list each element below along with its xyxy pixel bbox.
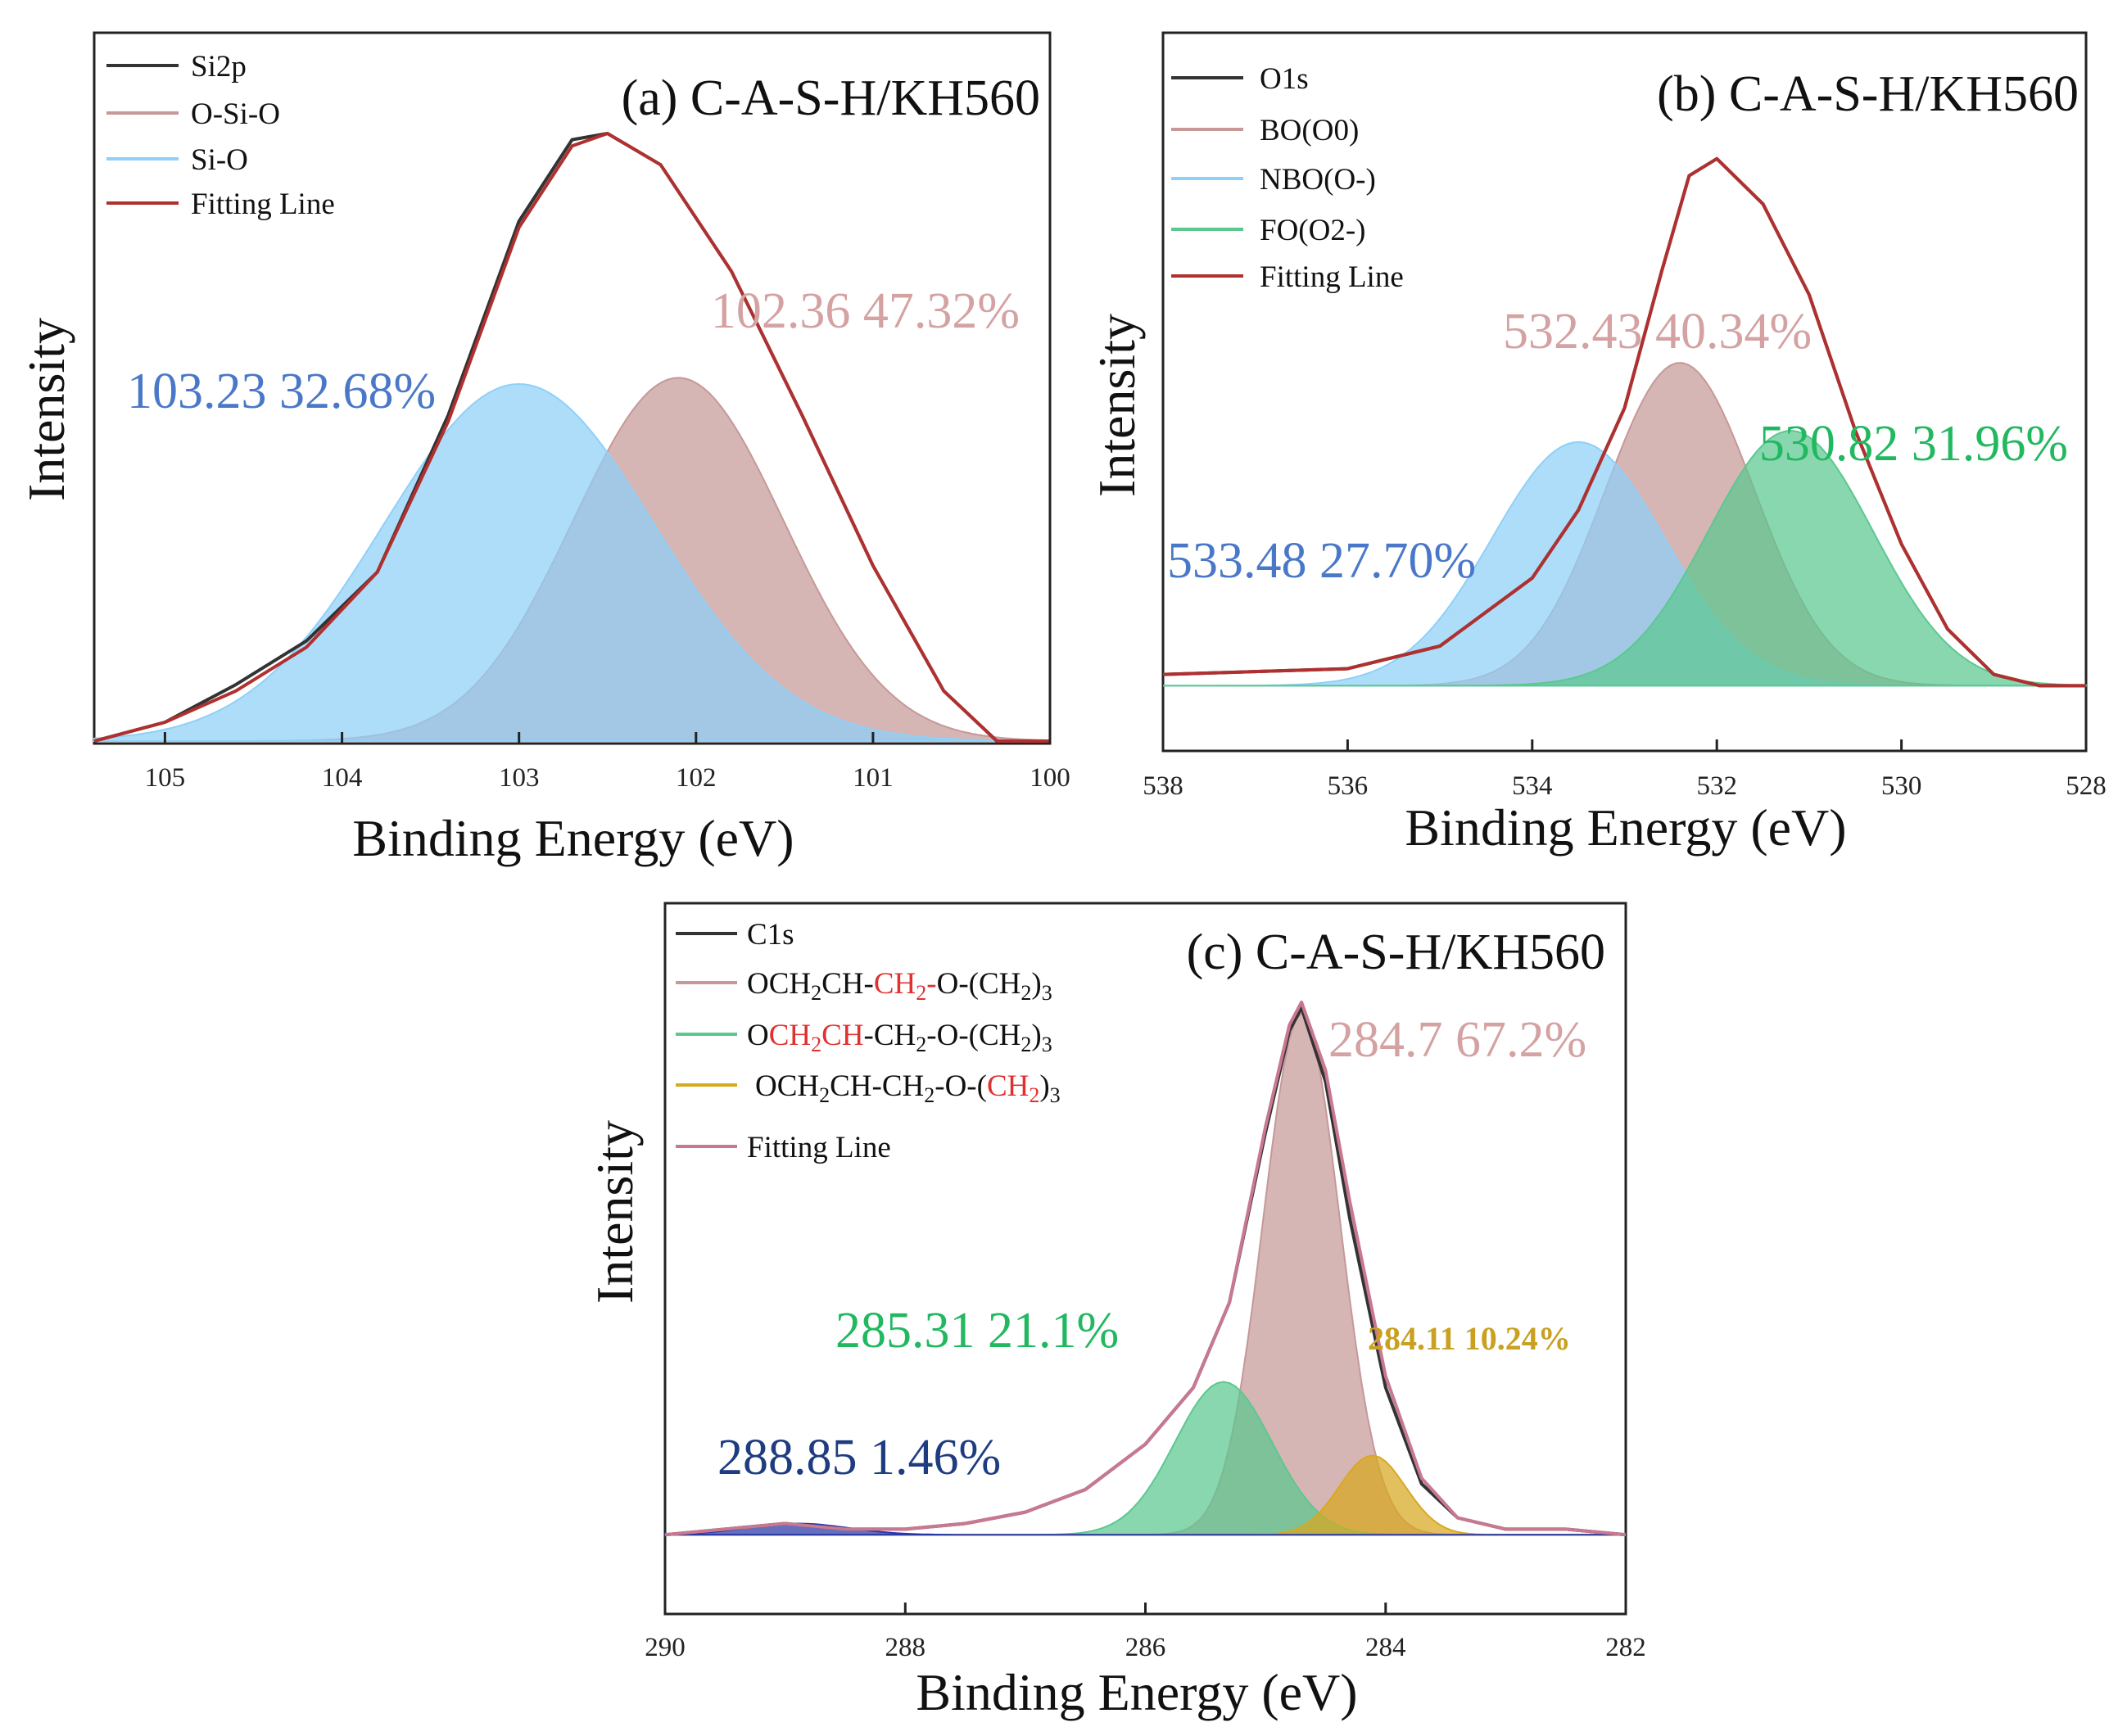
legend-label-fo: FO(O2-): [1260, 214, 1365, 247]
x-tick-label-288: 288: [885, 1633, 926, 1662]
annotation-peak-284-11: 284.11 10.24%: [1368, 1320, 1571, 1357]
panel-a-plot-area: [93, 132, 1051, 743]
legend-label-fitting-line: Fitting Line: [747, 1131, 891, 1164]
x-tick-label-282: 282: [1605, 1633, 1646, 1662]
panel-a-title: (a) C-A-S-H/KH560: [622, 70, 1040, 126]
panel-a-legend: Si2p O-Si-O Si-O Fitting Line: [106, 50, 335, 221]
annotation-peak-284-7: 284.7 67.2%: [1328, 1012, 1586, 1068]
panel-b-y-axis-title: Intensity: [1088, 314, 1146, 497]
panel-c-y-axis-title: Intensity: [586, 1120, 644, 1304]
x-tick-label-530: 530: [1881, 771, 1922, 801]
annotation-peak-532-43: 532.43 40.34%: [1503, 304, 1812, 359]
panel-b-x-axis-title: Binding Energy (eV): [1405, 798, 1846, 857]
x-tick-label-104: 104: [322, 763, 363, 793]
legend-label-component-1: OCH2CH-CH2-O-(CH2)3: [747, 967, 1052, 1005]
legend-label-fitting-line: Fitting Line: [191, 188, 335, 221]
x-tick-label-102: 102: [676, 763, 717, 793]
legend-label-si2p: Si2p: [191, 50, 247, 84]
x-tick-label-534: 534: [1512, 771, 1553, 801]
panel-b-plot-area: [1162, 156, 2087, 688]
x-tick-label-536: 536: [1328, 771, 1369, 801]
panel-a-x-ticks: 105 104 103 102 101 100: [145, 732, 1070, 793]
legend-label-component-2: OCH2CH-CH2-O-(CH2)3: [747, 1019, 1052, 1056]
panel-b-frame: [1161, 31, 2088, 753]
panel-b-title: (b) C-A-S-H/KH560: [1657, 66, 2079, 122]
annotation-peak-530-82: 530.82 31.96%: [1759, 416, 2068, 472]
x-tick-label-286: 286: [1125, 1633, 1166, 1662]
annotation-peak-533-48: 533.48 27.70%: [1167, 533, 1476, 589]
x-tick-label-101: 101: [853, 763, 894, 793]
panel-c-legend: C1s OCH2CH-CH2-O-(CH2)3 OCH2CH-CH2-O-(CH…: [676, 918, 1061, 1164]
panel-c-x-axis-title: Binding Energy (eV): [916, 1663, 1357, 1721]
panel-a-frame: [93, 31, 1052, 745]
panel-c: 290 288 286 284 282 (c) C-A-S-H/KH560 Bindin…: [586, 902, 1646, 1721]
panel-b-x-ticks: 538 536 534 532 530 528: [1143, 739, 2107, 801]
line-fitting-line: [664, 1000, 1627, 1537]
x-tick-label-284: 284: [1365, 1633, 1406, 1662]
panel-a-x-axis-title: Binding Energy (eV): [352, 809, 794, 867]
x-tick-label-290: 290: [645, 1633, 686, 1662]
annotation-peak-285-31: 285.31 21.1%: [835, 1303, 1119, 1359]
legend-label-o1s: O1s: [1260, 62, 1309, 96]
panel-b: 538 536 534 532 530 528 (b) C-A-S-H/KH560 Bin…: [1088, 31, 2107, 857]
line-fitting-line: [1162, 156, 2086, 688]
annotation-peak-103-23: 103.23 32.68%: [127, 364, 436, 419]
legend-label-o-si-o: O-Si-O: [191, 97, 280, 131]
panel-a-y-axis-title: Intensity: [17, 318, 75, 501]
x-tick-label-528: 528: [2066, 771, 2107, 801]
panel-c-x-ticks: 290 288 286 284 282: [645, 1603, 1646, 1662]
legend-label-si-o: Si-O: [191, 143, 248, 177]
peak-fo-o2-2: [1163, 429, 2087, 687]
line-fitting-line: [93, 132, 1050, 743]
x-tick-label-103: 103: [499, 763, 540, 793]
panel-c-title: (c) C-A-S-H/KH560: [1187, 925, 1605, 980]
legend-label-nbo: NBO(O-): [1260, 163, 1376, 197]
legend-label-component-3: OCH2CH-CH2-O-(CH2)3: [755, 1069, 1061, 1107]
x-tick-label-538: 538: [1143, 771, 1183, 801]
legend-label-fitting-line: Fitting Line: [1260, 260, 1404, 294]
annotation-peak-288-85: 288.85 1.46%: [717, 1430, 1001, 1485]
peak-si-o-1: [93, 382, 1051, 742]
legend-label-bo: BO(O0): [1260, 114, 1359, 147]
annotation-peak-102-36: 102.36 47.32%: [711, 283, 1020, 339]
x-tick-label-105: 105: [145, 763, 186, 793]
legend-label-c1s: C1s: [747, 918, 794, 952]
panel-c-plot-area: [664, 1000, 1627, 1537]
x-tick-label-532: 532: [1696, 771, 1737, 801]
x-tick-label-100: 100: [1030, 763, 1070, 793]
panel-a: 105 104 103 102 101 100 (a) C-A-S-H/KH560 Bin…: [17, 31, 1070, 867]
panel-b-legend: O1s BO(O0) NBO(O-) FO(O2-) Fitting Line: [1171, 62, 1404, 294]
